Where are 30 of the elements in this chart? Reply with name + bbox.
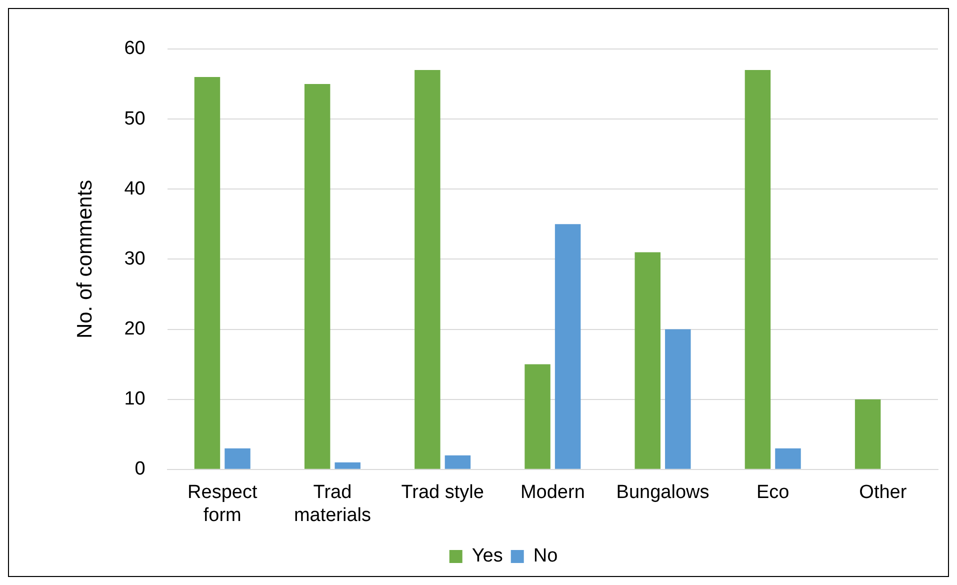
bar bbox=[224, 448, 250, 469]
x-tick-label: Other bbox=[859, 482, 908, 504]
legend-label: No bbox=[533, 546, 558, 567]
y-tick-label: 0 bbox=[134, 458, 146, 480]
x-tick-label: Trad materials bbox=[294, 482, 372, 526]
bar bbox=[665, 329, 691, 469]
y-tick-label: 30 bbox=[124, 248, 146, 270]
y-tick-label: 50 bbox=[124, 108, 146, 130]
x-tick-label: Modern bbox=[520, 482, 585, 504]
y-tick-label: 10 bbox=[124, 388, 146, 410]
bar bbox=[524, 364, 550, 469]
bar bbox=[554, 224, 581, 469]
bar bbox=[334, 462, 360, 469]
bar bbox=[194, 77, 220, 469]
bar bbox=[854, 399, 881, 469]
legend-label: Yes bbox=[472, 546, 503, 567]
y-tick-label: 20 bbox=[124, 318, 146, 340]
y-tick-label: 40 bbox=[124, 178, 146, 200]
bar bbox=[444, 455, 471, 469]
bar bbox=[634, 252, 660, 469]
y-axis-title: No. of comments bbox=[73, 180, 96, 339]
bar bbox=[744, 70, 771, 469]
y-tick-label: 60 bbox=[124, 38, 146, 60]
bar bbox=[304, 84, 330, 469]
x-tick-label: Respect form bbox=[188, 482, 258, 526]
x-tick-label: Eco bbox=[756, 482, 790, 504]
bar bbox=[414, 70, 440, 469]
x-tick-label: Trad style bbox=[401, 482, 484, 504]
x-tick-label: Bungalows bbox=[616, 482, 710, 504]
bar bbox=[775, 448, 801, 469]
